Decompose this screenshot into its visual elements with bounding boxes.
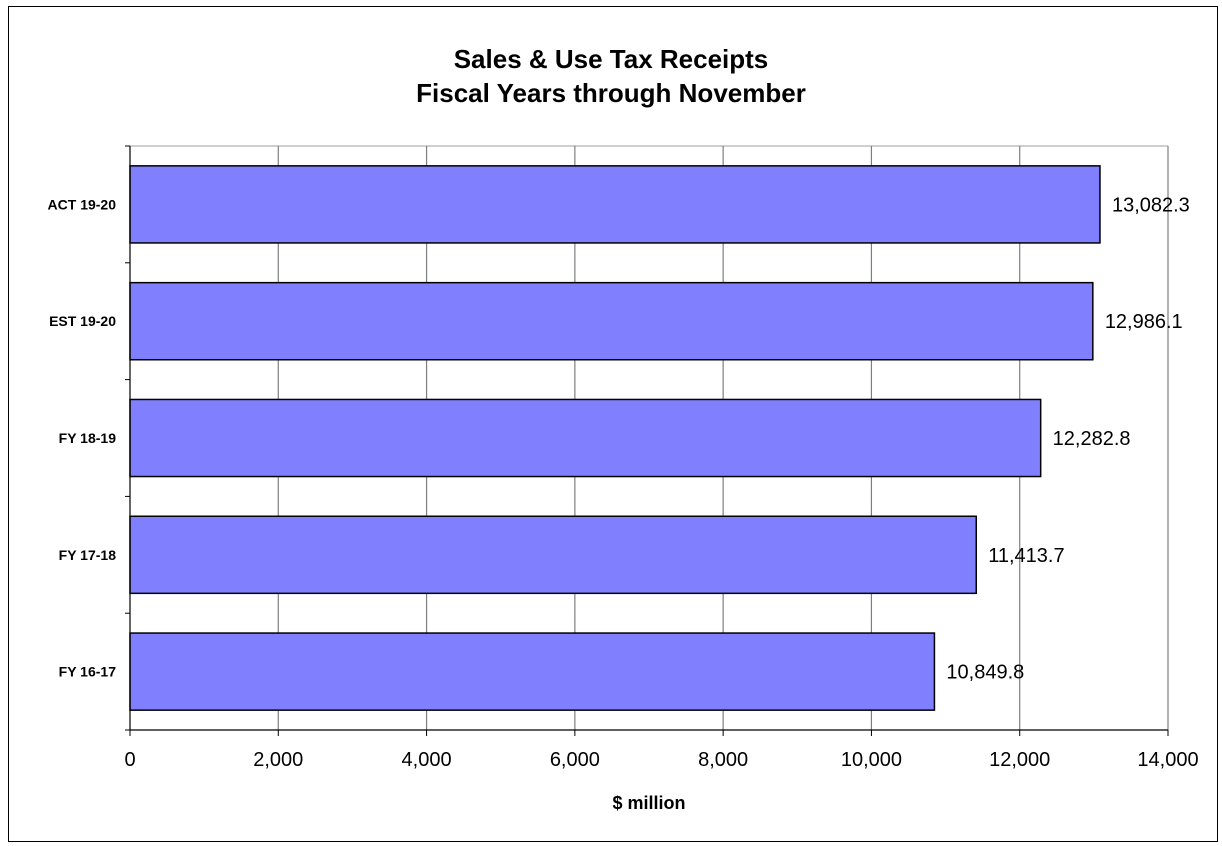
bar-est-19-20 (129, 281, 1094, 361)
x-tick-label: 10,000 (841, 749, 902, 771)
data-label: 12,986.1 (1105, 311, 1183, 333)
x-tick-label: 2,000 (253, 749, 303, 771)
bars (129, 165, 1101, 711)
chart-title-block: Sales & Use Tax Receipts Fiscal Years th… (0, 42, 1222, 110)
x-tick-label: 12,000 (989, 749, 1050, 771)
x-axis-label: $ million (612, 793, 686, 813)
data-label: 12,282.8 (1053, 428, 1131, 450)
bar-fy-18-19 (129, 398, 1042, 478)
x-tick-label: 8,000 (698, 749, 748, 771)
chart-title: Sales & Use Tax Receipts (453, 44, 769, 74)
labels: ACT 19-20 13,082.3 EST 19-20 12,986.1 FY 18-… (48, 194, 1199, 771)
y-tick-label: ACT 19-20 (48, 196, 117, 212)
x-tick-label: 6,000 (550, 749, 600, 771)
data-label: 11,413.7 (988, 545, 1064, 567)
data-label: 13,082.3 (1112, 194, 1190, 216)
bar-fy-17-18 (129, 515, 977, 595)
bar-act-19-20 (129, 165, 1101, 244)
x-tick-label: 14,000 (1137, 749, 1198, 771)
bar-fy-16-17 (129, 632, 936, 711)
y-tick-label: FY 17-18 (59, 547, 117, 563)
data-label: 10,849.8 (946, 662, 1024, 684)
axes (125, 145, 1169, 736)
y-tick-label: EST 19-20 (49, 313, 116, 329)
x-tick-label: 0 (124, 749, 135, 771)
y-tick-label: FY 16-17 (59, 664, 117, 680)
y-tick-label: FY 18-19 (59, 430, 117, 446)
chart-subtitle: Fiscal Years through November (416, 78, 806, 108)
x-tick-label: 4,000 (402, 749, 452, 771)
